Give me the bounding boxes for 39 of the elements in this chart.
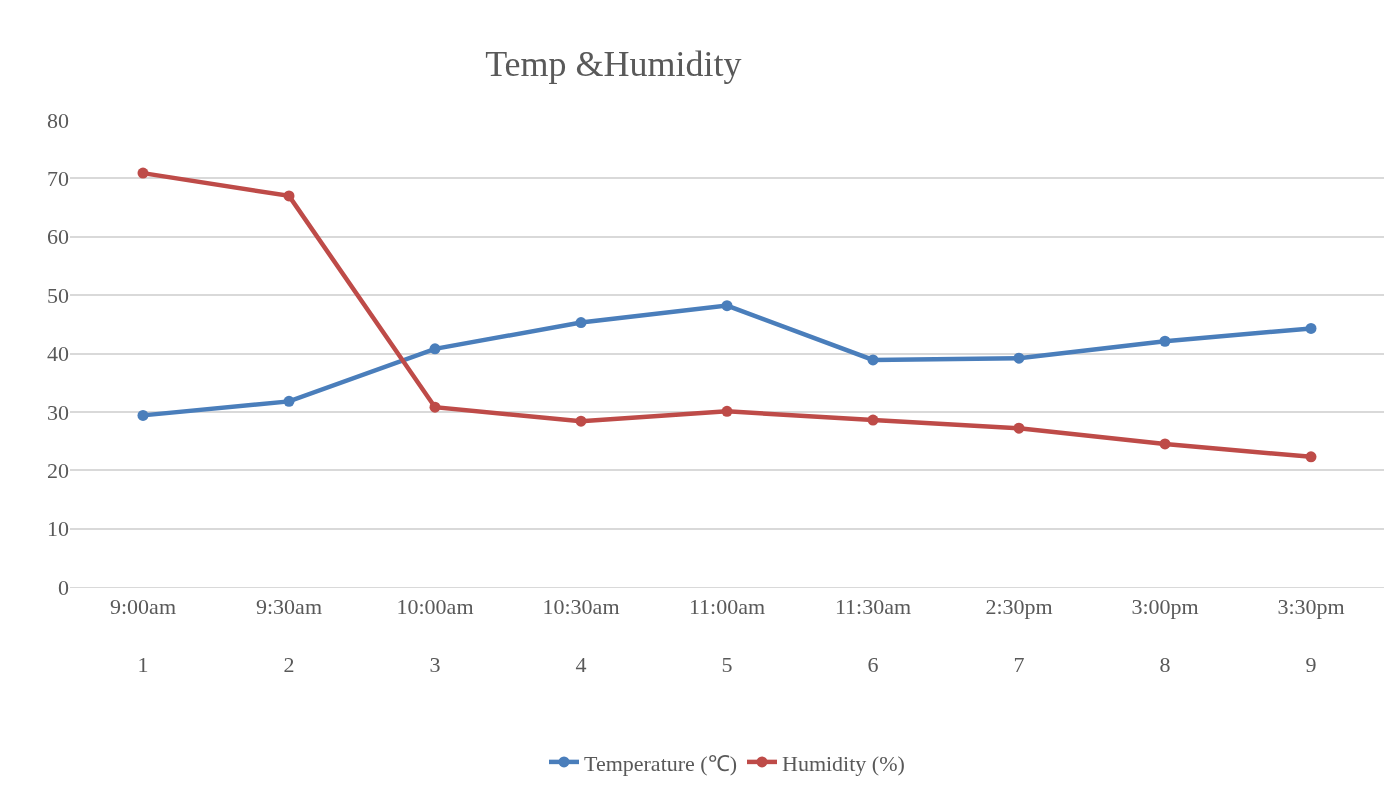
category-label: 3:00pm 8 <box>1131 594 1199 677</box>
y-tick-label: 70 <box>47 166 69 192</box>
point <box>575 317 587 329</box>
point <box>867 414 879 426</box>
y-tick-label: 0 <box>58 574 69 600</box>
y-tick-label: 20 <box>47 457 69 483</box>
category-label: 9:30am 2 <box>256 594 322 677</box>
point <box>1305 322 1317 334</box>
point <box>575 415 587 427</box>
legend-label: Temperature (℃) <box>584 750 737 776</box>
y-tick-label: 40 <box>47 341 69 367</box>
point <box>1013 422 1025 434</box>
category-label: 2:30pm 7 <box>985 594 1053 677</box>
point <box>429 401 441 413</box>
category-label: 10:30am 4 <box>542 594 620 677</box>
y-tick-label: 60 <box>47 224 69 250</box>
y-tick-label: 30 <box>47 399 69 425</box>
category-label: 3:30pm 9 <box>1277 594 1345 677</box>
category-label: 11:30am 6 <box>834 594 912 677</box>
point <box>283 395 295 407</box>
point <box>721 405 733 417</box>
category-label: 9:00am 1 <box>110 594 176 677</box>
y-tick-label: 10 <box>47 516 69 542</box>
point <box>137 409 149 421</box>
point <box>1159 438 1171 450</box>
point <box>1159 335 1171 347</box>
category-label: 11:00am 5 <box>688 594 766 677</box>
point <box>137 167 149 179</box>
legend-label: Humidity (%) <box>782 750 905 776</box>
point <box>429 343 441 355</box>
point <box>1013 352 1025 364</box>
y-tick-label: 80 <box>47 107 69 133</box>
y-tick-label: 50 <box>47 282 69 308</box>
point <box>283 190 295 202</box>
point <box>867 354 879 366</box>
chart-title: Temp &Humidity <box>485 44 742 85</box>
category-label: 10:00am 3 <box>396 594 474 677</box>
point <box>721 300 733 312</box>
point <box>1305 451 1317 463</box>
